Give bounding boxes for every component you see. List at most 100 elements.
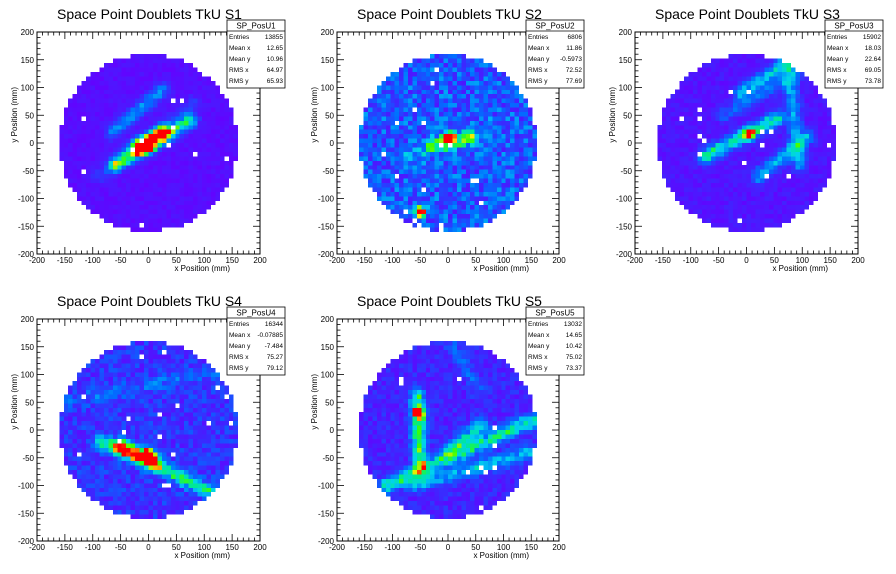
heatmap-cell bbox=[188, 125, 194, 130]
heatmap-cell bbox=[768, 71, 774, 77]
heatmap-cell bbox=[144, 169, 149, 175]
heatmap-cell bbox=[103, 430, 109, 435]
heatmap-cell bbox=[121, 447, 127, 453]
heatmap-cell bbox=[126, 138, 131, 144]
heatmap-cell bbox=[666, 169, 671, 175]
heatmap-cell bbox=[166, 438, 171, 444]
heatmap-cell bbox=[408, 134, 413, 139]
heatmap-cell bbox=[764, 63, 769, 68]
heatmap-cell bbox=[822, 174, 827, 179]
heatmap-cell bbox=[188, 182, 194, 188]
heatmap-cell bbox=[175, 174, 180, 179]
heatmap-cell bbox=[737, 71, 743, 77]
heatmap-cell bbox=[764, 71, 769, 77]
heatmap-cell bbox=[148, 134, 154, 139]
heatmap-cell bbox=[72, 147, 78, 152]
heatmap-cell bbox=[728, 143, 734, 148]
heatmap-cell bbox=[412, 143, 417, 148]
heatmap-cell bbox=[135, 367, 140, 373]
heatmap-cell bbox=[184, 107, 189, 112]
heatmap-cell bbox=[210, 469, 216, 475]
heatmap-cell bbox=[492, 125, 497, 130]
heatmap-cell bbox=[831, 134, 836, 139]
heatmap-cell bbox=[90, 76, 96, 81]
heatmap-cell bbox=[510, 134, 515, 139]
heatmap-cell bbox=[202, 111, 207, 117]
heatmap-cell bbox=[795, 160, 801, 166]
heatmap-cell bbox=[144, 143, 149, 148]
heatmap-cell bbox=[684, 200, 689, 206]
heatmap-cell bbox=[86, 425, 91, 431]
stats-value: 18.03 bbox=[865, 45, 882, 52]
heatmap-cell bbox=[126, 381, 131, 386]
heatmap-cell bbox=[210, 478, 216, 484]
heatmap-cell bbox=[184, 103, 189, 108]
heatmap-cell bbox=[701, 147, 707, 152]
heatmap-cell bbox=[661, 125, 667, 130]
heatmap-cell bbox=[206, 452, 211, 457]
heatmap-cell bbox=[197, 483, 203, 488]
heatmap-cell bbox=[701, 151, 707, 157]
heatmap-cell bbox=[152, 120, 158, 126]
heatmap-cell bbox=[112, 151, 118, 157]
heatmap-cell bbox=[372, 116, 378, 121]
heatmap-cell bbox=[408, 191, 413, 197]
heatmap-cell bbox=[519, 156, 524, 161]
heatmap-cell bbox=[179, 116, 185, 121]
heatmap-cell bbox=[130, 381, 136, 386]
heatmap-cell bbox=[175, 469, 180, 475]
heatmap-cell bbox=[670, 116, 676, 121]
heatmap-cell bbox=[804, 103, 809, 108]
heatmap-cell bbox=[184, 483, 189, 488]
heatmap-cell bbox=[135, 191, 140, 197]
heatmap-cell bbox=[144, 425, 149, 431]
heatmap-cell bbox=[470, 156, 475, 161]
heatmap-cell bbox=[461, 129, 466, 135]
heatmap-cell bbox=[786, 107, 792, 112]
heatmap-cell bbox=[728, 76, 734, 81]
heatmap-cell bbox=[421, 129, 426, 135]
heatmap-cell bbox=[813, 129, 818, 135]
heatmap-cell bbox=[479, 67, 484, 73]
heatmap-cell bbox=[188, 456, 194, 462]
heatmap-cell bbox=[130, 89, 136, 95]
heatmap-cell bbox=[416, 71, 422, 77]
heatmap-cell bbox=[157, 421, 162, 426]
heatmap-cell bbox=[210, 107, 216, 112]
heatmap-cell bbox=[103, 187, 109, 192]
heatmap-cell bbox=[117, 390, 122, 395]
heatmap-cell bbox=[126, 67, 131, 73]
heatmap-cell bbox=[501, 205, 506, 210]
heatmap-cell bbox=[706, 103, 711, 108]
heatmap-cell bbox=[210, 138, 216, 144]
heatmap-cell bbox=[403, 200, 409, 206]
heatmap-cell bbox=[408, 209, 413, 215]
heatmap-cell bbox=[399, 85, 404, 90]
heatmap-cell bbox=[94, 151, 100, 157]
heatmap-cell bbox=[421, 209, 426, 215]
heatmap-cell bbox=[103, 89, 109, 95]
heatmap-cell bbox=[108, 487, 113, 493]
heatmap-cell bbox=[202, 443, 207, 448]
heatmap-cell bbox=[72, 178, 78, 184]
heatmap-cell bbox=[710, 214, 716, 219]
heatmap-cell bbox=[701, 191, 707, 197]
heatmap-cell bbox=[773, 98, 778, 104]
heatmap-cell bbox=[746, 111, 752, 117]
heatmap-cell bbox=[161, 187, 167, 192]
y-tick-label: -100 bbox=[616, 195, 633, 204]
heatmap-cell bbox=[188, 394, 194, 399]
heatmap-cell bbox=[439, 165, 444, 170]
heatmap-cell bbox=[657, 134, 662, 139]
heatmap-cell bbox=[724, 200, 729, 206]
heatmap-cell bbox=[773, 165, 778, 170]
heatmap-cell bbox=[688, 71, 694, 77]
heatmap-cell bbox=[179, 345, 185, 351]
heatmap-cell bbox=[99, 492, 104, 497]
heatmap-cell bbox=[193, 434, 198, 439]
heatmap-cell bbox=[152, 205, 158, 210]
heatmap-cell bbox=[434, 85, 440, 90]
heatmap-cell bbox=[791, 111, 796, 117]
heatmap-cell bbox=[224, 125, 229, 130]
heatmap-cell bbox=[505, 125, 511, 130]
